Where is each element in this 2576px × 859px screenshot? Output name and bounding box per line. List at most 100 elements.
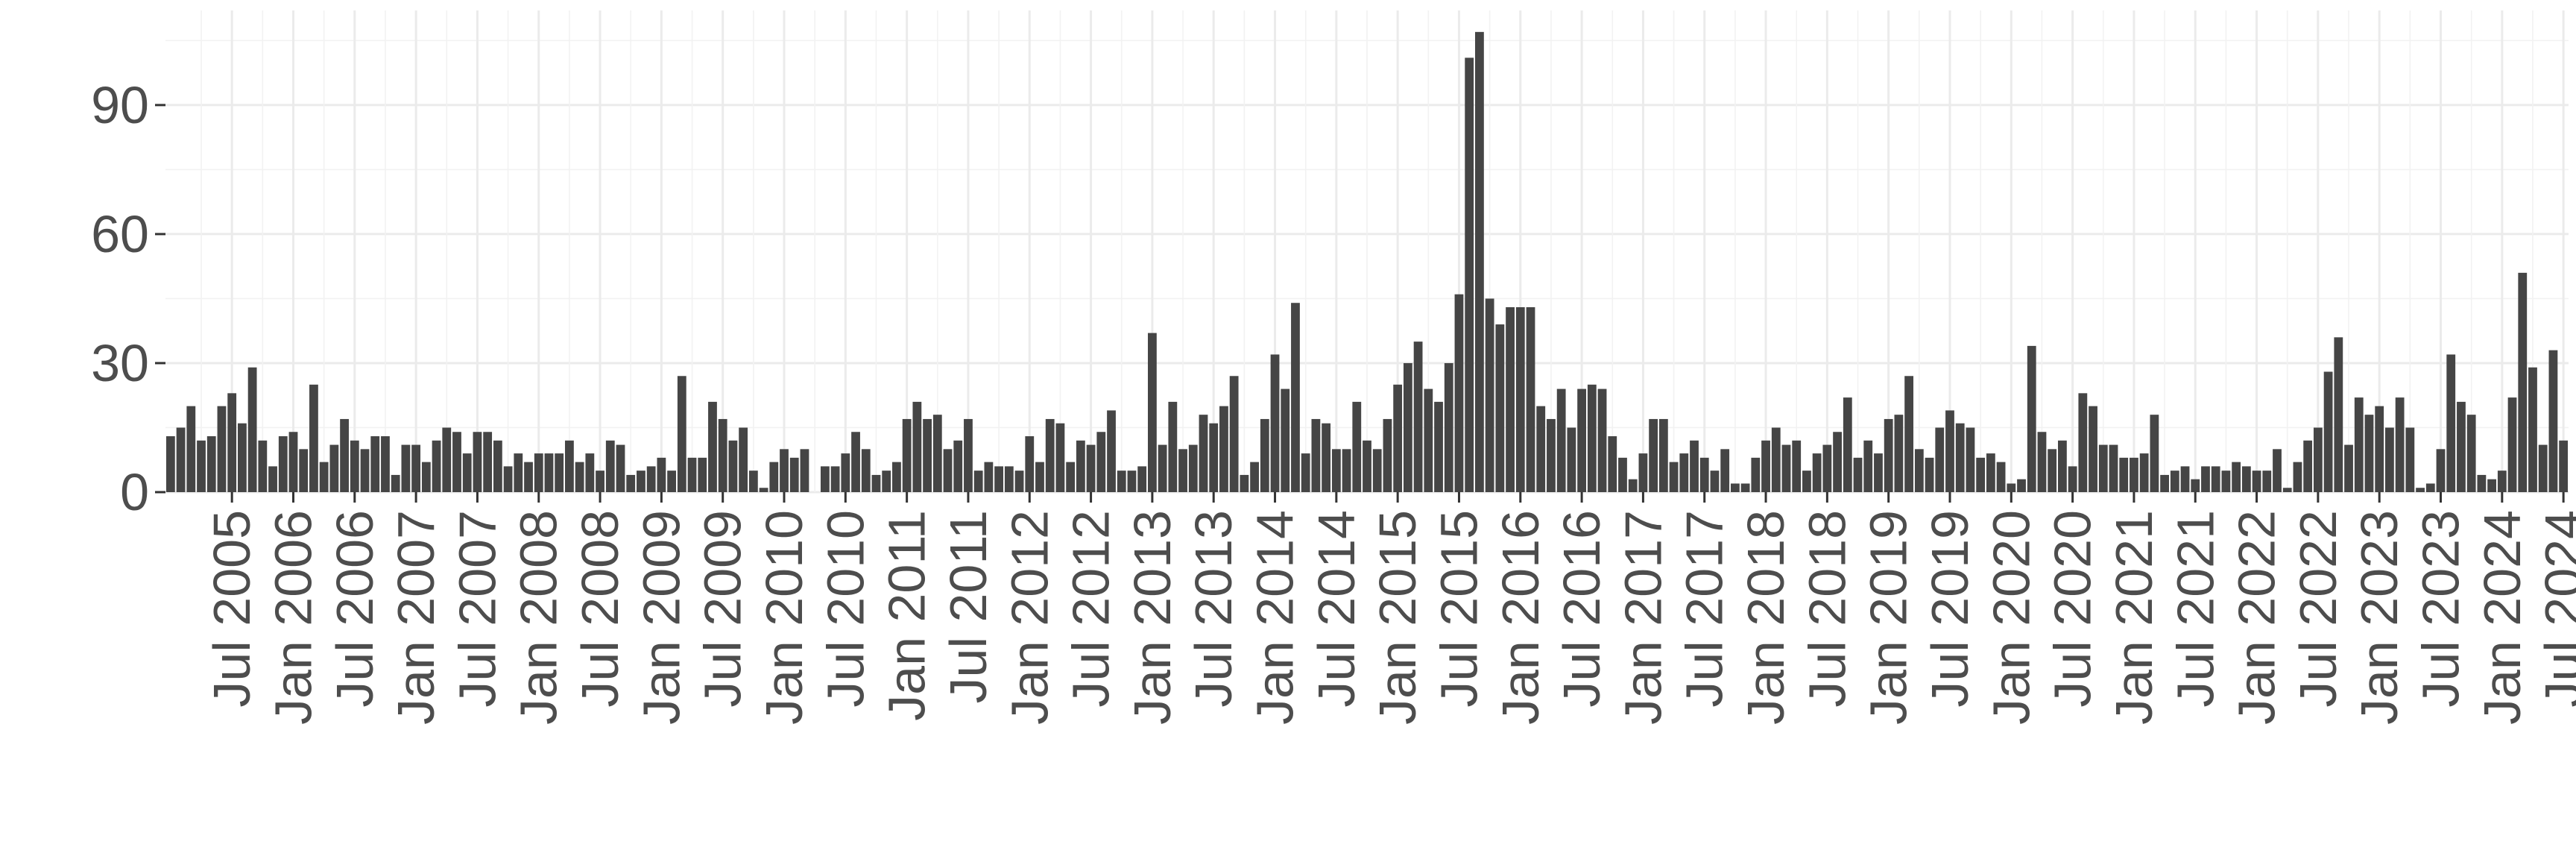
bar (1495, 324, 1505, 492)
bar (514, 453, 523, 492)
bar (288, 432, 298, 492)
bar (646, 466, 656, 492)
bar (800, 449, 809, 492)
x-tick-label: Jul 2006 (326, 510, 384, 708)
bar (2528, 367, 2537, 492)
bar (841, 453, 850, 492)
bar (902, 418, 912, 492)
x-tick-label: Jul 2007 (448, 510, 506, 708)
x-tick-label: Jul 2010 (816, 510, 874, 708)
bar (830, 466, 840, 492)
bar (544, 453, 554, 492)
bar (1413, 342, 1423, 492)
bar (1158, 444, 1167, 492)
bar (2518, 272, 2528, 492)
bar (2048, 449, 2057, 492)
bar (861, 449, 871, 492)
x-tick-label: Jan 2008 (510, 510, 568, 725)
bar (411, 444, 421, 492)
bar (912, 401, 922, 492)
bar (2221, 471, 2231, 492)
x-tick-label: Jul 2019 (1921, 510, 1979, 708)
x-tick-label: Jul 2016 (1553, 510, 1611, 708)
bar (186, 406, 196, 492)
bar (2364, 415, 2374, 492)
bar (1188, 444, 1198, 492)
bar (2201, 466, 2210, 492)
bar (1863, 440, 1873, 492)
y-tick-label: 30 (91, 334, 149, 392)
bar (278, 436, 288, 492)
bar (984, 462, 994, 492)
bar (677, 376, 686, 492)
bar (1117, 471, 1126, 492)
bar (1577, 388, 1587, 492)
bar (2109, 444, 2118, 492)
bar (2425, 483, 2435, 492)
x-tick-label: Jul 2011 (939, 510, 997, 703)
bar (1587, 384, 1597, 492)
bar (2027, 345, 2036, 492)
x-tick-label: Jul 2009 (694, 510, 752, 708)
bar (1597, 388, 1607, 492)
bar (1986, 453, 1995, 492)
x-tick-label: Jan 2013 (1123, 510, 1181, 725)
bar (534, 453, 543, 492)
bar (1833, 432, 1842, 492)
bar (1536, 406, 1546, 492)
bar (1045, 418, 1055, 492)
bar (2007, 483, 2016, 492)
bar (1219, 406, 1228, 492)
bar (1168, 401, 1178, 492)
bar (1914, 449, 1924, 492)
bar (1260, 418, 1269, 492)
bar (1393, 384, 1403, 492)
bar (2139, 453, 2149, 492)
bar (1812, 453, 1822, 492)
bar (964, 418, 973, 492)
bar (1966, 427, 1975, 492)
bar (2436, 449, 2446, 492)
x-tick-label: Jul 2018 (1798, 510, 1856, 708)
bar (1556, 388, 1566, 492)
bar (1250, 462, 1259, 492)
x-tick-label: Jan 2007 (387, 510, 445, 725)
bar (1199, 415, 1208, 492)
bar (1730, 483, 1740, 492)
bar (2252, 471, 2261, 492)
bar (1792, 440, 1802, 492)
bar (442, 427, 452, 492)
bar (932, 415, 942, 492)
x-tick-label: Jan 2010 (755, 510, 813, 725)
bar (1086, 444, 1096, 492)
bar (1740, 483, 1750, 492)
y-tick-label: 60 (91, 205, 149, 263)
x-tick-label: Jan 2009 (632, 510, 690, 725)
x-tick-label: Jul 2005 (203, 510, 261, 708)
bar (2098, 444, 2108, 492)
bar (1331, 449, 1341, 492)
x-tick-label: Jul 2021 (2166, 510, 2224, 708)
bar (217, 406, 227, 492)
bar (1935, 427, 1945, 492)
bar (1076, 440, 1085, 492)
bar (780, 449, 789, 492)
bar (871, 474, 881, 492)
bar (2395, 397, 2405, 492)
x-axis: Jul 2005 Jan 2006 Jul 2006 Jan 2007 Jul 2007… (203, 492, 2576, 725)
bar (616, 444, 625, 492)
bar (943, 449, 953, 492)
bar (1638, 453, 1648, 492)
bar (605, 440, 615, 492)
bar (1055, 423, 1065, 492)
bar (1137, 466, 1147, 492)
bar (2323, 371, 2333, 492)
bar (299, 449, 309, 492)
bar (1240, 474, 1249, 492)
bar (1925, 457, 1934, 492)
bar (1107, 410, 1116, 492)
bar (2150, 415, 2159, 492)
bar (319, 462, 329, 492)
bar (1096, 432, 1106, 492)
bar (1781, 444, 1791, 492)
